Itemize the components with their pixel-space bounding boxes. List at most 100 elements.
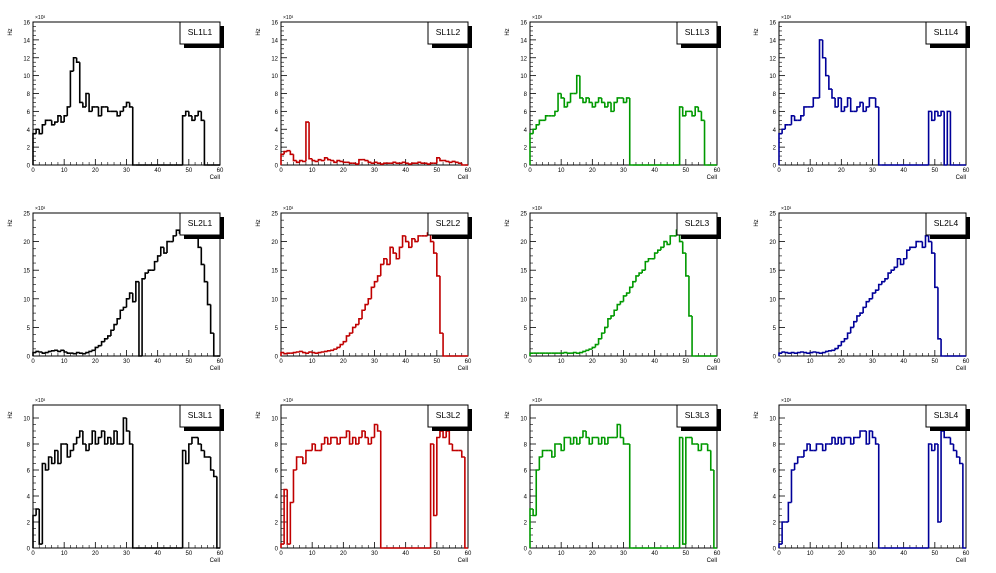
- hist-bin: [407, 163, 412, 165]
- hist-bin: [292, 351, 297, 354]
- hist-bin: [575, 437, 580, 445]
- hist-bin: [131, 293, 136, 303]
- y-tick-label: 4: [275, 128, 279, 134]
- hist-bin: [370, 162, 375, 165]
- x-tick-label: 40: [651, 551, 658, 557]
- hist-bin: [451, 160, 456, 163]
- x-tick-label: 10: [558, 168, 565, 174]
- hist-bin: [122, 306, 127, 311]
- hist-bin: [429, 162, 434, 165]
- y-tick-label: 8: [27, 443, 31, 449]
- hist-bin: [812, 97, 817, 107]
- hist-bin: [569, 437, 574, 445]
- hist-bin: [837, 344, 842, 349]
- x-tick-label: 0: [31, 359, 35, 365]
- hist-bin: [632, 280, 636, 288]
- hist-bin: [921, 241, 926, 249]
- hist-bin: [815, 351, 820, 354]
- x-tick-label: 60: [963, 359, 970, 365]
- x-tick-label: 20: [92, 551, 99, 557]
- y-tick-label: 15: [271, 269, 278, 275]
- y-tick-label: 4: [524, 495, 528, 501]
- hist-bin: [389, 246, 394, 265]
- hist-bin: [790, 469, 795, 503]
- y-tick-label: 10: [271, 417, 278, 423]
- hist-bin: [597, 437, 602, 445]
- hist-bin: [874, 437, 879, 445]
- hist-bin: [351, 326, 356, 334]
- y-tick-label: 2: [773, 521, 777, 527]
- hist-bin: [803, 106, 808, 116]
- hist-bin: [348, 431, 353, 445]
- hist-bin: [800, 115, 804, 121]
- hist-bin: [787, 352, 792, 354]
- y-tick-label: 10: [520, 297, 527, 303]
- hist-bin: [793, 462, 798, 470]
- hist-panel-sl3l4: 0 2 4 6 8 10 0 10 20 30 40 50 60 Cell Hz ×10³ SL3L4: [746, 393, 991, 573]
- hist-bin: [432, 241, 437, 254]
- x-tick-label: 30: [371, 551, 378, 557]
- hist-bin: [849, 437, 854, 445]
- hist-bin: [82, 431, 86, 445]
- hist-bin: [197, 110, 202, 116]
- x-tick-label: 10: [61, 359, 68, 365]
- x-tick-label: 30: [869, 359, 876, 365]
- hist-bin: [541, 449, 546, 457]
- x-tick-label: 0: [31, 551, 35, 557]
- hist-bin: [116, 318, 121, 325]
- hist-bin: [94, 346, 99, 351]
- x-tick-label: 20: [838, 359, 845, 365]
- y-tick-label: 4: [27, 495, 31, 501]
- hist-bin: [806, 443, 811, 451]
- hist-bin: [691, 437, 696, 445]
- hist-bin: [32, 351, 37, 356]
- y-tick-label: 20: [520, 240, 527, 246]
- hist-bin: [110, 329, 115, 336]
- x-tick-label: 0: [528, 359, 532, 365]
- hist-bin: [367, 298, 372, 305]
- hist-bin: [915, 240, 920, 248]
- hist-bin: [82, 352, 86, 355]
- hist-bin: [821, 39, 826, 59]
- y-tick-label: 5: [275, 326, 279, 332]
- hist-bin: [821, 351, 826, 354]
- y-tick-label: 2: [275, 146, 279, 152]
- hist-bin: [588, 348, 593, 351]
- hist-bin: [398, 246, 403, 259]
- hist-bin: [401, 235, 406, 248]
- hist-bin: [585, 97, 590, 103]
- hist-bin: [153, 260, 158, 271]
- hist-bin: [188, 111, 192, 117]
- hist-bin: [128, 431, 133, 445]
- hist-bin: [824, 443, 829, 451]
- hist-bin: [812, 351, 817, 353]
- hist-bin: [594, 101, 599, 107]
- hist-bin: [69, 449, 74, 457]
- hist-bin: [781, 521, 786, 545]
- x-tick-label: 10: [807, 359, 814, 365]
- hist-bin: [128, 292, 133, 299]
- hist-bin: [790, 351, 795, 354]
- histogram-series: [529, 74, 717, 166]
- hist-bin: [320, 159, 325, 162]
- hist-panel-sl2l3: 0 5 10 15 20 25 0 10 20 30 40 50 60 Cell Hz ×10³ SL2L3: [497, 201, 742, 381]
- hist-bin: [709, 450, 714, 471]
- y-tick-label: 10: [769, 297, 776, 303]
- hist-bin: [60, 115, 65, 123]
- hist-bin: [326, 157, 331, 161]
- x-axis-label: Cell: [707, 558, 717, 564]
- hist-bin: [924, 235, 929, 248]
- hist-bin: [442, 333, 447, 357]
- hist-bin: [849, 97, 854, 113]
- hist-bin: [103, 431, 108, 445]
- hist-bin: [871, 292, 876, 299]
- hist-bin: [874, 97, 879, 108]
- hist-bin: [800, 351, 804, 353]
- x-tick-label: 0: [777, 168, 781, 174]
- hist-bin: [411, 237, 416, 248]
- x-tick-label: 60: [217, 359, 224, 365]
